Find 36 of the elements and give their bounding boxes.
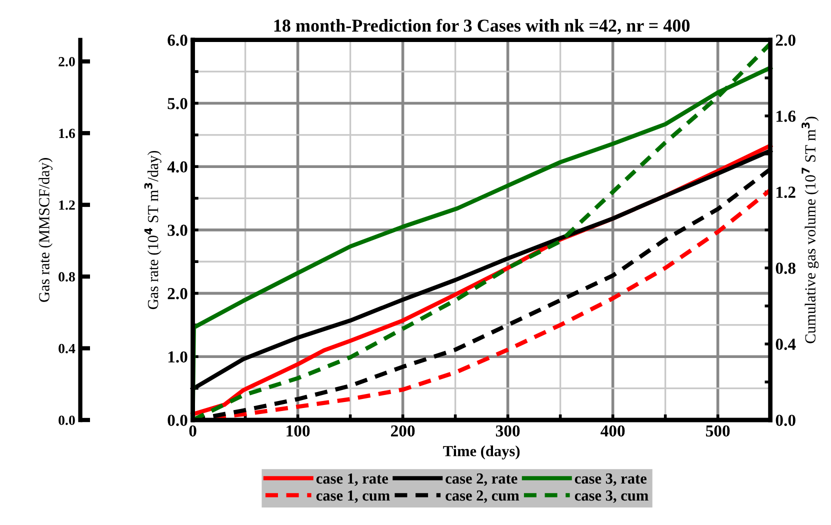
x-tick-label: 100 bbox=[286, 425, 310, 437]
y2-tick-label: 1.2 bbox=[776, 186, 796, 198]
y-axis-title: Gas rate (10$^{4}$ ST m$^{3}$/day) bbox=[144, 150, 162, 310]
y-tick-label: 2.0 bbox=[168, 288, 188, 300]
legend-label: case 1, cum bbox=[316, 490, 390, 503]
x-tick-label: 400 bbox=[600, 425, 625, 437]
y2-tick-label: 2.0 bbox=[776, 34, 796, 46]
x-tick-label: 500 bbox=[706, 425, 730, 437]
legend-label: case 1, rate bbox=[316, 473, 388, 486]
y-tick-label: 3.0 bbox=[168, 224, 188, 236]
legend-label: case 2, rate bbox=[446, 473, 518, 486]
y-tick-label: 0.0 bbox=[168, 414, 188, 426]
y-tick-label: 4.0 bbox=[167, 161, 188, 173]
y3-tick-label: 2.0 bbox=[58, 57, 75, 66]
chart-title: 18 month-Prediction for 3 Cases with nk =42, nr = 400 bbox=[274, 18, 690, 34]
y-tick-label: 6.0 bbox=[168, 34, 188, 46]
y-tick-label: 1.0 bbox=[168, 351, 188, 363]
y3-tick-label: 1.2 bbox=[59, 200, 75, 210]
y2-axis-title: Cumulative gas volume (10$^{7}$ ST m$^{3}$) bbox=[802, 116, 819, 344]
y3-tick-label: 0.0 bbox=[58, 416, 75, 426]
y3-tick-label: 0.8 bbox=[58, 272, 75, 282]
y2-tick-label: 1.6 bbox=[776, 110, 796, 122]
y3-tick-label: 0.4 bbox=[58, 344, 76, 354]
legend-label: case 3, rate bbox=[574, 473, 647, 486]
y2-tick-label: 0.8 bbox=[776, 262, 796, 274]
y3-tick-label: 1.6 bbox=[59, 128, 76, 138]
y2-tick-label: 0.0 bbox=[776, 414, 796, 426]
x-tick-label: 300 bbox=[496, 425, 520, 437]
x-axis-title: Time (days) bbox=[443, 446, 520, 460]
y-tick-label: 5.0 bbox=[168, 98, 188, 110]
x-tick-label: 0 bbox=[189, 425, 196, 437]
x-tick-label: 200 bbox=[391, 425, 415, 437]
y3-axis-title: Gas rate (MMSCF/day) bbox=[38, 158, 53, 302]
y2-tick-label: 0.4 bbox=[776, 338, 796, 350]
legend-label: case 2, cum bbox=[446, 490, 520, 503]
legend-label: case 3, cum bbox=[574, 490, 648, 503]
